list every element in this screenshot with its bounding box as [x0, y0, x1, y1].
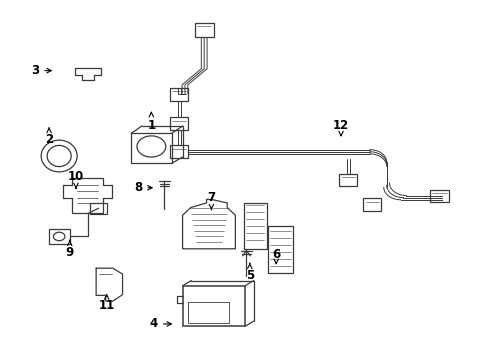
Bar	[170, 145, 188, 158]
Text: 9: 9	[66, 240, 74, 259]
Text: 4: 4	[149, 318, 171, 330]
Bar	[430, 189, 449, 202]
Bar	[188, 302, 229, 323]
Text: 5: 5	[245, 263, 254, 282]
Text: 11: 11	[98, 295, 115, 312]
Bar	[49, 229, 70, 243]
Text: 6: 6	[272, 248, 280, 264]
Text: 2: 2	[45, 127, 53, 146]
Text: 1: 1	[147, 112, 155, 132]
Text: 7: 7	[207, 191, 216, 210]
Bar	[339, 174, 357, 186]
Bar	[170, 117, 188, 130]
Bar	[363, 198, 381, 211]
Bar	[268, 226, 293, 274]
Bar	[90, 203, 107, 213]
Bar	[195, 23, 214, 37]
Bar	[170, 88, 188, 100]
Text: 3: 3	[31, 64, 51, 77]
Text: 8: 8	[134, 181, 152, 194]
Bar	[183, 286, 245, 327]
Bar	[244, 203, 267, 249]
Text: 12: 12	[333, 119, 349, 136]
Text: 10: 10	[68, 170, 84, 189]
Bar	[131, 134, 172, 163]
